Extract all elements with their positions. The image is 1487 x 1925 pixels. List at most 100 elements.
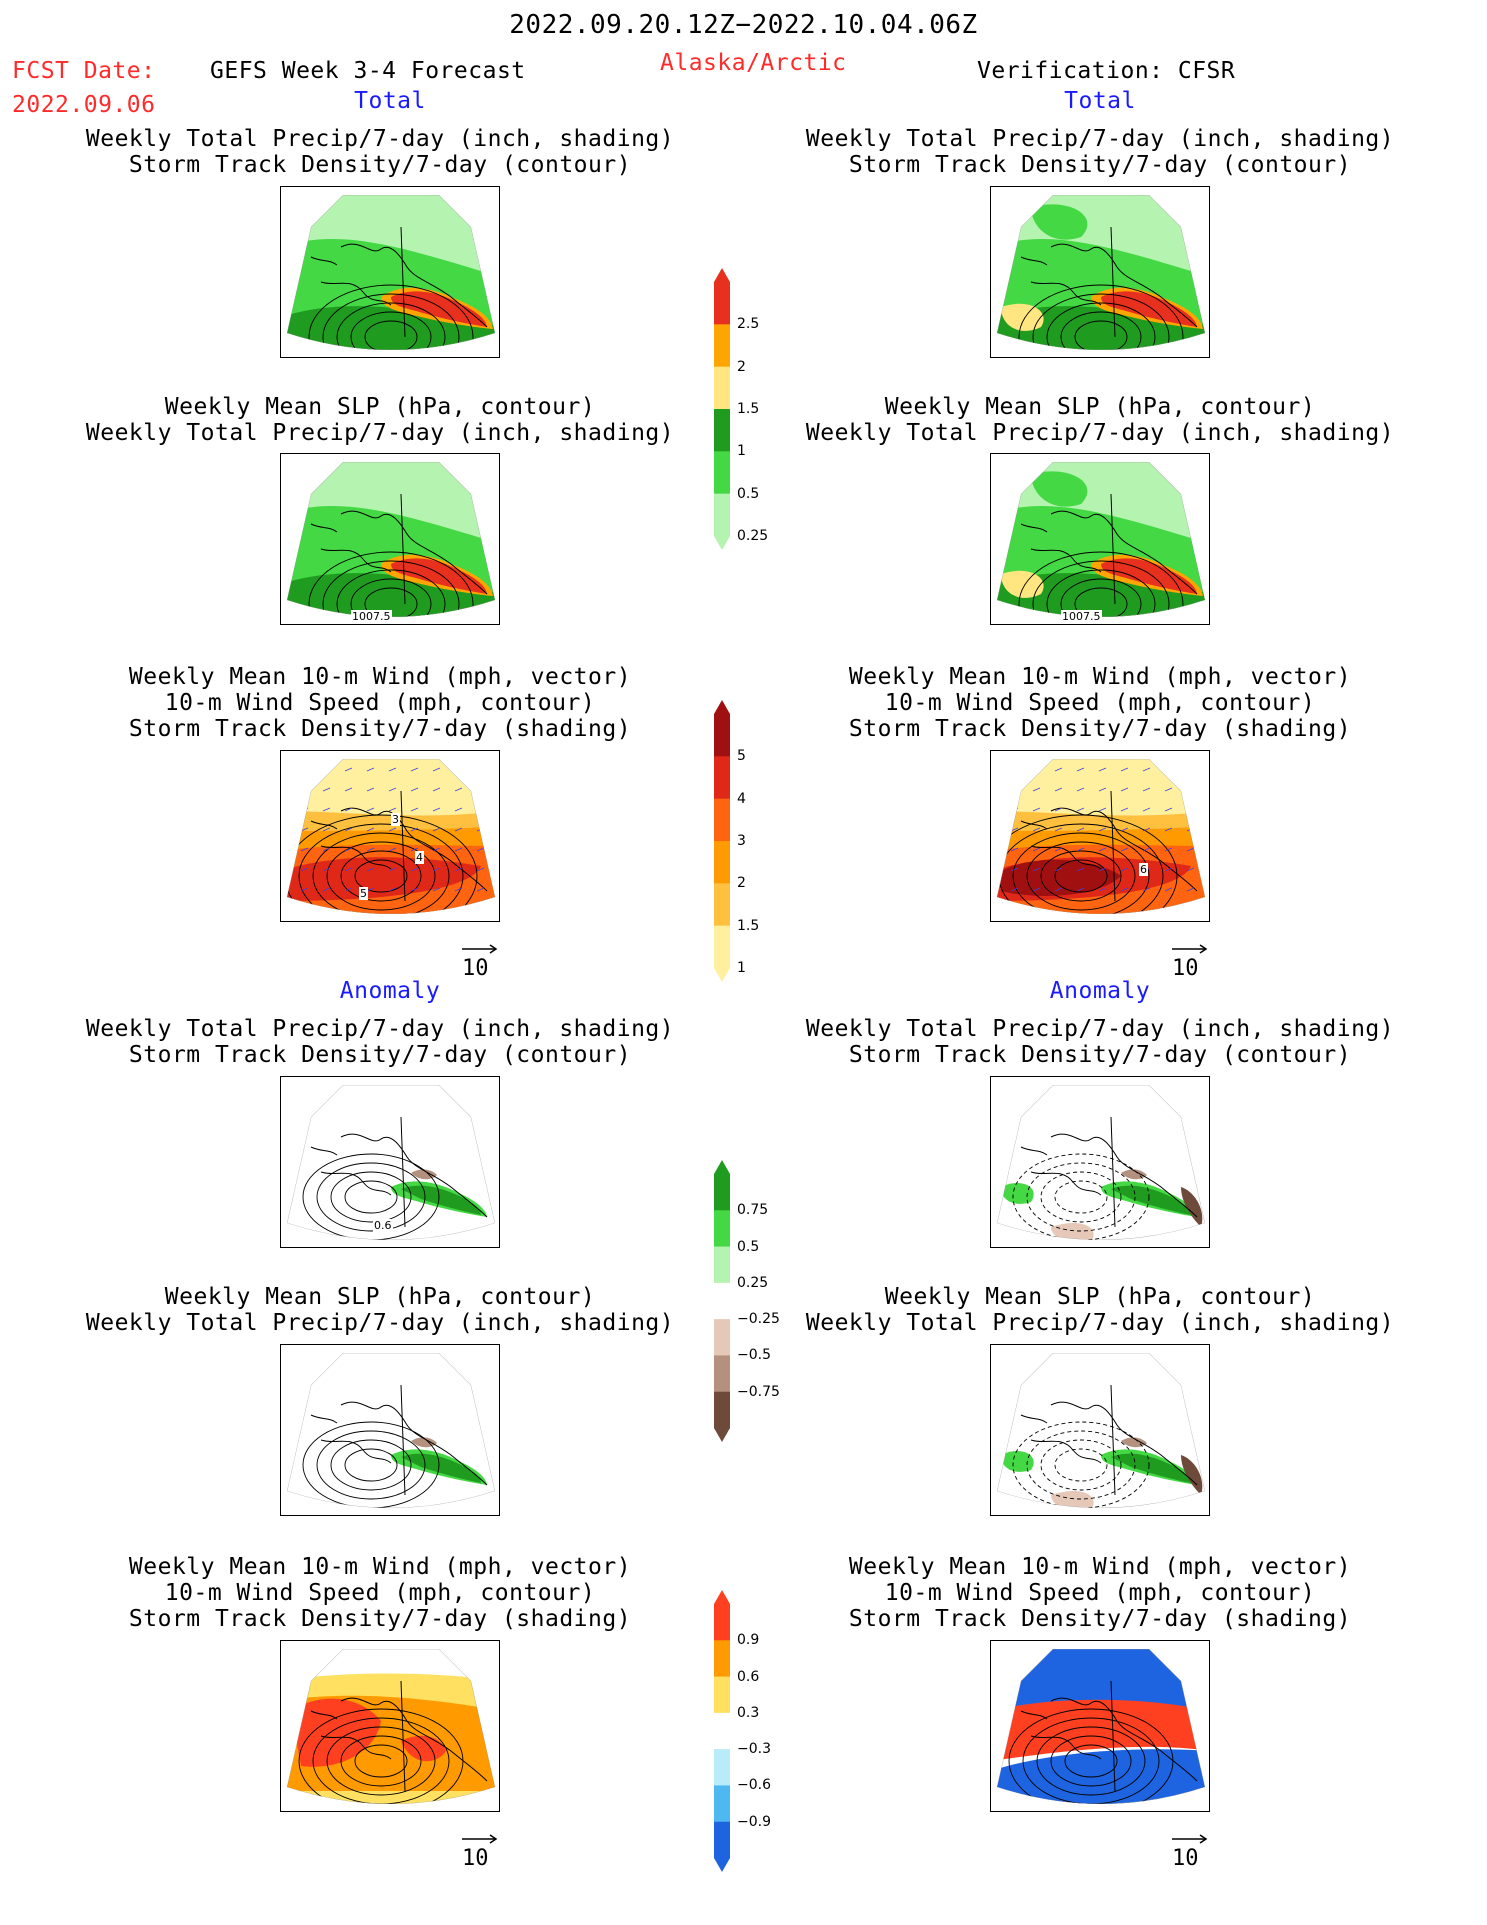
wind-vector bbox=[1076, 767, 1085, 772]
colorbar-top-arrow bbox=[714, 1160, 730, 1174]
colorbar-label: 0.3 bbox=[737, 1704, 760, 1721]
wind-vector bbox=[388, 827, 397, 832]
fcst-date-value: 2022.09.06 bbox=[12, 92, 156, 118]
wind-vector bbox=[1032, 807, 1041, 812]
wind-vector bbox=[1186, 767, 1195, 772]
projection-edge bbox=[287, 1353, 495, 1508]
colorbar-swatch bbox=[714, 1712, 730, 1750]
contour-line bbox=[364, 587, 418, 617]
colorbar-bottom-arrow bbox=[714, 1858, 730, 1872]
colorbar-label: 1 bbox=[737, 960, 746, 976]
section-anomaly-left: Anomaly bbox=[339, 978, 441, 1004]
colorbar-swatch bbox=[714, 324, 730, 368]
wind-vector bbox=[366, 807, 375, 812]
wind-vector bbox=[1032, 787, 1041, 792]
colorbar-track-total: 5 4 3 2 1.5 1 bbox=[712, 700, 782, 982]
period-title: 2022.09.20.12Z−2022.10.04.06Z bbox=[509, 10, 978, 40]
contour-line bbox=[1074, 587, 1128, 617]
colorbar-swatch bbox=[714, 1604, 730, 1641]
wind-vector bbox=[322, 867, 331, 872]
contour-line bbox=[298, 1708, 464, 1804]
wind-vector bbox=[322, 827, 331, 832]
map-projection bbox=[287, 195, 495, 350]
wind-vector bbox=[388, 807, 397, 812]
shading-region bbox=[1001, 1182, 1034, 1204]
map-fcst-precip-track-anom: 0.6 bbox=[280, 1076, 500, 1248]
map-verif-precip-track-anom bbox=[990, 1076, 1210, 1248]
contour-line bbox=[1026, 1430, 1136, 1500]
panel-title: Storm Track Density/7-day (shading) bbox=[128, 1606, 632, 1632]
contour-label: 4 bbox=[415, 851, 424, 864]
wind-vector bbox=[388, 847, 397, 852]
colorbar-swatch bbox=[714, 883, 730, 927]
panel-title: 10-m Wind Speed (mph, contour) bbox=[884, 690, 1316, 716]
wind-vector bbox=[1186, 807, 1195, 812]
contour-line bbox=[1054, 1448, 1108, 1482]
map-verif-precip-track bbox=[990, 186, 1210, 358]
panel-title: 10-m Wind Speed (mph, contour) bbox=[164, 1580, 596, 1606]
colorbar-swatch bbox=[714, 1319, 730, 1356]
shading-region bbox=[1001, 859, 1121, 896]
wind-vector bbox=[366, 787, 375, 792]
colorbar-label: 2 bbox=[737, 358, 746, 375]
map-field bbox=[287, 759, 495, 914]
panel-title: Weekly Total Precip/7-day (inch, shading… bbox=[805, 1310, 1395, 1336]
wind-vector bbox=[410, 887, 419, 892]
map-projection bbox=[997, 1649, 1205, 1804]
shading-region bbox=[1001, 303, 1044, 331]
contour-line bbox=[1032, 293, 1170, 350]
contour-line bbox=[344, 1180, 398, 1214]
wind-vector bbox=[1010, 787, 1019, 792]
wind-vector bbox=[1120, 847, 1129, 852]
contour-line bbox=[1040, 1439, 1122, 1491]
contour-line bbox=[1040, 850, 1122, 902]
wind-vector bbox=[476, 807, 485, 812]
wind-vector bbox=[454, 807, 463, 812]
shading-region bbox=[401, 1453, 481, 1483]
colorbar-swatch bbox=[714, 1676, 730, 1714]
wind-vector bbox=[388, 787, 397, 792]
contour-line bbox=[312, 832, 450, 914]
wind-vector bbox=[1054, 887, 1063, 892]
section-total-right: Total bbox=[1064, 88, 1136, 114]
colorbar-label: 1 bbox=[737, 443, 746, 460]
contour-line bbox=[350, 311, 432, 350]
wind-vector bbox=[1186, 887, 1195, 892]
colorbar-svg bbox=[714, 700, 730, 982]
colorbar-label: 0.5 bbox=[737, 485, 760, 502]
wind-vector bbox=[388, 867, 397, 872]
wind-vector bbox=[322, 767, 331, 772]
contour-line bbox=[1054, 1180, 1108, 1214]
wind-vector bbox=[1098, 827, 1107, 832]
projection-edge bbox=[997, 1353, 1205, 1508]
panel-title: Weekly Total Precip/7-day (inch, shading… bbox=[805, 1016, 1395, 1042]
map-projection bbox=[287, 759, 495, 914]
wind-vector bbox=[410, 827, 419, 832]
contour-line bbox=[1032, 560, 1170, 617]
shading-region bbox=[411, 1169, 437, 1180]
map-field bbox=[287, 462, 495, 617]
shading-region bbox=[1051, 1223, 1094, 1240]
wind-vector bbox=[344, 787, 353, 792]
wind-vector bbox=[1076, 867, 1085, 872]
map-verif-slp-precip-anom bbox=[990, 1344, 1210, 1516]
wind-vector bbox=[1032, 887, 1041, 892]
vector-scale-label: 10 bbox=[462, 1846, 489, 1871]
colorbar-label: 5 bbox=[737, 748, 746, 765]
wind-vector bbox=[300, 787, 309, 792]
wind-vector bbox=[1164, 767, 1173, 772]
colorbar-swatch bbox=[714, 1785, 730, 1823]
wind-vector bbox=[1054, 847, 1063, 852]
wind-vector bbox=[432, 887, 441, 892]
colorbar-label: 0.25 bbox=[737, 528, 769, 544]
contour-line bbox=[326, 1726, 436, 1796]
shading-region bbox=[997, 1353, 1205, 1508]
contour-line bbox=[302, 1421, 440, 1508]
contour-line bbox=[316, 1430, 426, 1500]
wind-vector bbox=[1076, 787, 1085, 792]
wind-vector bbox=[476, 847, 485, 852]
colorbar-label: 0.75 bbox=[737, 1202, 769, 1219]
colorbar-swatch bbox=[714, 1355, 730, 1393]
colorbar-bottom-arrow bbox=[714, 968, 730, 982]
contour-label: 6 bbox=[1139, 863, 1148, 876]
